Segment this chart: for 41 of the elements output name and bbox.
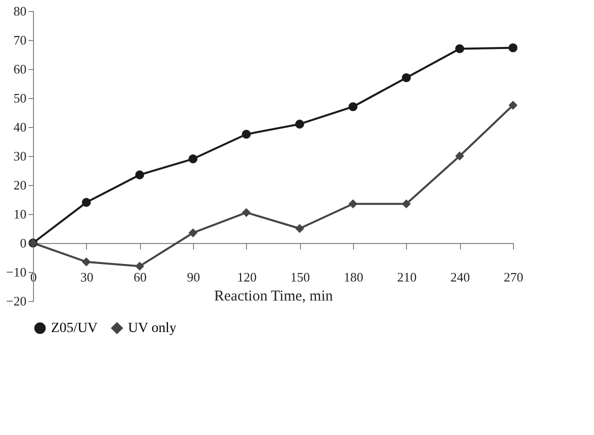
point [82,257,91,266]
point [402,199,411,208]
point [135,170,144,180]
y-tick-label: 40 [14,120,26,134]
point [402,73,411,82]
x-axis-title: Reaction Time, min [214,288,334,304]
point [508,43,518,52]
x-tick-label: 180 [344,270,364,284]
point [455,44,464,54]
point [188,154,198,164]
point [508,100,518,110]
point [188,228,198,238]
x-tick-label: 60 [134,270,147,284]
x-tick-label: 90 [187,270,200,284]
y-tick-label: 10 [14,206,26,222]
x-tick-label: 30 [80,270,94,284]
y-tick-label: 0 [20,236,26,250]
y-tick-label: 70 [14,32,26,48]
y-tick-label: 60 [14,62,26,76]
legend-label: Z05/UV [51,321,98,336]
point [348,199,358,208]
legend-label: UV only [128,321,176,336]
y-tick-label: 50 [14,90,26,106]
x-tick-label: 120 [237,270,257,284]
point [242,130,251,139]
y-tick-label: 30 [14,148,26,164]
x-tick-label: 210 [397,270,417,284]
y-tick-label: 20 [14,178,26,192]
x-tick-label: 270 [504,270,524,284]
point [348,102,358,112]
point [455,152,464,160]
point [135,262,144,271]
x-tick-label: 240 [450,270,470,284]
point [242,208,251,218]
point [295,224,304,233]
x-tick-label: 150 [290,270,310,284]
point [82,198,91,207]
y-tick-label: −20 [6,294,26,308]
y-tick-label: 80 [14,4,26,18]
y-tick-label: −10 [6,264,26,280]
point [295,120,304,129]
